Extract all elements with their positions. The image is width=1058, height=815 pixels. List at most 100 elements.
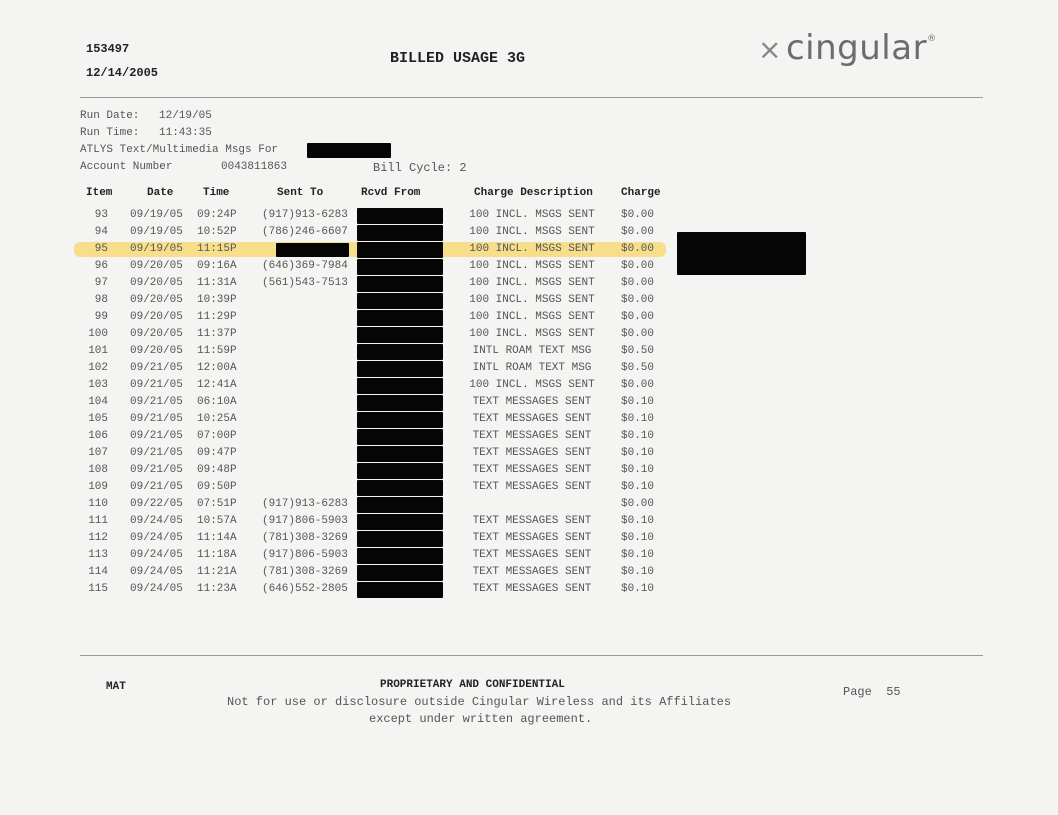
rcvd-from-redaction: [357, 395, 443, 411]
time-cell: 06:10A: [197, 396, 237, 408]
rcvd-from-redaction: [357, 242, 443, 258]
time-cell: 10:25A: [197, 413, 237, 425]
table-row: 103 09/21/05 12:41A 100 INCL. MSGS SENT $0.0…: [0, 377, 700, 394]
item-cell: 113: [88, 549, 108, 561]
item-cell: 108: [88, 464, 108, 476]
date-cell: 09/19/05: [130, 226, 183, 238]
charge-cell: $0.10: [621, 515, 655, 527]
charge-cell: $0.00: [621, 498, 655, 510]
time-cell: 11:31A: [197, 277, 237, 289]
rcvd-from-redaction: [357, 225, 443, 241]
item-cell: 98: [94, 294, 108, 306]
rcvd-from-redaction: [357, 497, 443, 513]
charge-cell: $0.00: [621, 311, 655, 323]
date-cell: 09/20/05: [130, 277, 183, 289]
charge-cell: $0.00: [621, 226, 655, 238]
col-header-time: Time: [203, 187, 230, 199]
sent-to-cell: (917)806-5903: [262, 515, 348, 527]
charge-cell: $0.10: [621, 447, 655, 459]
run-date: 12/19/05: [159, 110, 212, 122]
time-cell: 09:24P: [197, 209, 237, 221]
run-date-label: Run Date:: [80, 110, 140, 122]
rcvd-from-redaction: [357, 565, 443, 581]
item-cell: 111: [88, 515, 108, 527]
charge-description-cell: TEXT MESSAGES SENT: [472, 481, 592, 493]
footer-line-2: except under written agreement.: [369, 712, 593, 726]
table-row: 100 09/20/05 11:37P 100 INCL. MSGS SENT $0.0…: [0, 326, 700, 343]
sent-to-cell: (561)543-7513: [262, 277, 348, 289]
item-cell: 96: [94, 260, 108, 272]
rcvd-from-redaction: [357, 259, 443, 275]
charge-cell: $0.10: [621, 532, 655, 544]
footer-heading: PROPRIETARY AND CONFIDENTIAL: [380, 679, 565, 691]
rcvd-from-redaction: [357, 361, 443, 377]
item-cell: 106: [88, 430, 108, 442]
table-row: 106 09/21/05 07:00P TEXT MESSAGES SENT $0.10: [0, 428, 700, 445]
run-time-label: Run Time:: [80, 127, 140, 139]
sent-to-cell: (646)369-7984: [262, 260, 348, 272]
charge-cell: $0.00: [621, 328, 655, 340]
document-date: 12/14/2005: [86, 66, 159, 80]
item-cell: 112: [88, 532, 108, 544]
charge-description-cell: 100 INCL. MSGS SENT: [469, 311, 595, 323]
rcvd-from-redaction: [357, 344, 443, 360]
date-cell: 09/19/05: [130, 243, 183, 255]
item-cell: 109: [88, 481, 108, 493]
cingular-logo: ⨯ cingular®: [758, 28, 937, 68]
rcvd-from-redaction: [357, 276, 443, 292]
rcvd-from-redaction: [357, 480, 443, 496]
sent-to-cell: (786)246-6607: [262, 226, 348, 238]
charge-cell: $0.00: [621, 379, 655, 391]
time-cell: 10:57A: [197, 515, 237, 527]
footer-code: MAT: [106, 681, 126, 693]
charge-description-cell: INTL ROAM TEXT MSG: [472, 345, 592, 357]
item-cell: 94: [94, 226, 108, 238]
table-row: 105 09/21/05 10:25A TEXT MESSAGES SENT $0.10: [0, 411, 700, 428]
msgs-for-label: ATLYS Text/Multimedia Msgs For: [80, 144, 279, 156]
footer-divider: [80, 655, 983, 656]
charge-cell: $0.10: [621, 396, 655, 408]
charge-description-cell: 100 INCL. MSGS SENT: [469, 226, 595, 238]
time-cell: 12:41A: [197, 379, 237, 391]
item-cell: 100: [88, 328, 108, 340]
item-cell: 93: [94, 209, 108, 221]
table-row: 96 09/20/05 09:16A (646)369-7984 100 INCL. M…: [0, 258, 700, 275]
redaction-box: [307, 143, 391, 158]
date-cell: 09/24/05: [130, 566, 183, 578]
page-number: 55: [886, 685, 901, 699]
charge-description-cell: 100 INCL. MSGS SENT: [469, 277, 595, 289]
item-cell: 110: [88, 498, 108, 510]
table-row: 115 09/24/05 11:23A (646)552-2805 TEXT MESSA…: [0, 581, 700, 598]
time-cell: 09:16A: [197, 260, 237, 272]
charge-description-cell: TEXT MESSAGES SENT: [472, 447, 592, 459]
rcvd-from-redaction: [357, 293, 443, 309]
item-cell: 103: [88, 379, 108, 391]
date-cell: 09/24/05: [130, 549, 183, 561]
date-cell: 09/20/05: [130, 260, 183, 272]
charge-cell: $0.10: [621, 464, 655, 476]
table-row: 102 09/21/05 12:00A INTL ROAM TEXT MSG $0.50: [0, 360, 700, 377]
time-cell: 07:51P: [197, 498, 237, 510]
sent-to-cell: (917)806-5903: [262, 549, 348, 561]
col-header-date: Date: [147, 187, 174, 199]
sent-to-cell: (917)913-6283: [262, 498, 348, 510]
col-header-rcvd-from: Rcvd From: [361, 187, 421, 199]
charge-description-cell: TEXT MESSAGES SENT: [472, 532, 592, 544]
rcvd-from-redaction: [357, 310, 443, 326]
charge-cell: $0.00: [621, 277, 655, 289]
page-word: Page: [843, 685, 872, 699]
charge-description-cell: 100 INCL. MSGS SENT: [469, 209, 595, 221]
sent-to-cell: (646)552-2805: [262, 583, 348, 595]
table-row: 110 09/22/05 07:51P (917)913-6283 $0.00: [0, 496, 700, 513]
date-cell: 09/21/05: [130, 362, 183, 374]
registered-mark: ®: [927, 34, 937, 44]
rcvd-from-redaction: [357, 327, 443, 343]
table-row: 109 09/21/05 09:50P TEXT MESSAGES SENT $0.10: [0, 479, 700, 496]
table-row: 114 09/24/05 11:21A (781)308-3269 TEXT MESSA…: [0, 564, 700, 581]
item-cell: 114: [88, 566, 108, 578]
sent-to-cell: (781)308-3269: [262, 532, 348, 544]
time-cell: 11:37P: [197, 328, 237, 340]
item-cell: 101: [88, 345, 108, 357]
charge-cell: $0.10: [621, 413, 655, 425]
logo-text: cingular: [785, 28, 928, 68]
